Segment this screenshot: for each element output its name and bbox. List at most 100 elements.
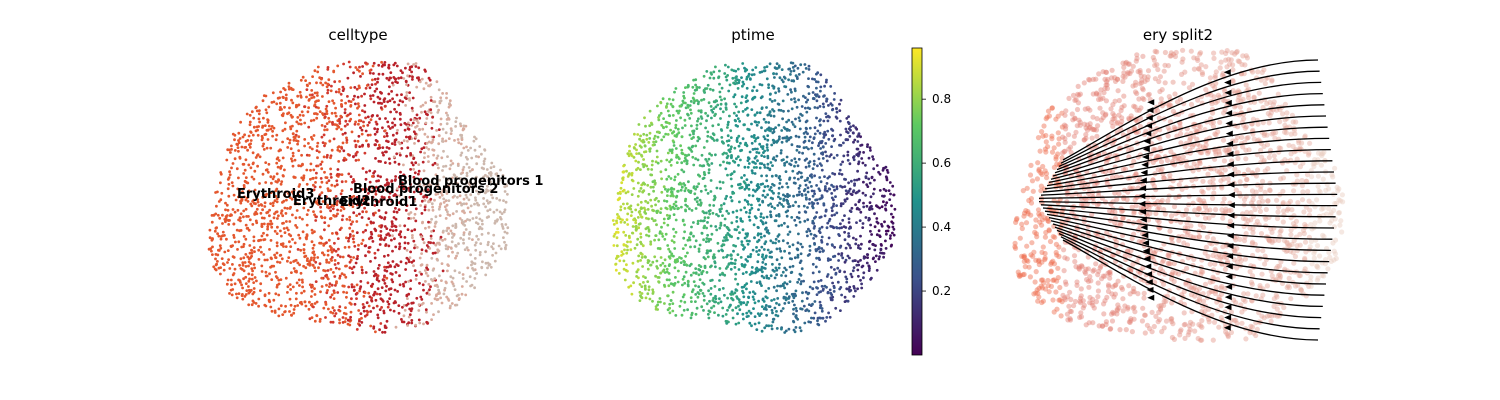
celltype-point (473, 148, 477, 152)
celltype-point (348, 260, 352, 264)
ptime-point (749, 253, 753, 256)
celltype-point (457, 298, 461, 301)
celltype-point (491, 196, 495, 200)
celltype-point (209, 247, 213, 251)
ptime-point (626, 240, 629, 244)
celltype-point (339, 92, 343, 96)
ptime-point (756, 136, 760, 140)
celltype-point (264, 168, 268, 172)
ptime-point (858, 219, 862, 223)
ptime-point (791, 61, 795, 65)
ptime-point (713, 196, 717, 199)
ptime-point (760, 274, 764, 278)
ptime-point (688, 133, 692, 137)
ptime-point (741, 62, 745, 65)
celltype-point (411, 234, 414, 237)
celltype-point (291, 101, 295, 105)
ptime-point (651, 299, 654, 303)
celltype-point (308, 146, 312, 149)
celltype-point (318, 110, 322, 113)
ptime-point (668, 97, 671, 101)
ptime-point (665, 267, 669, 271)
ptime-point (630, 210, 634, 214)
celltype-point (405, 94, 408, 97)
ptime-point (778, 175, 782, 178)
celltype-point (365, 223, 369, 227)
celltype-point (288, 106, 291, 110)
ptime-point (651, 185, 655, 189)
ptime-point (635, 152, 638, 156)
celltype-point (301, 280, 304, 284)
ptime-point (778, 201, 781, 205)
celltype-point (308, 317, 312, 321)
ptime-point (648, 137, 652, 140)
ptime-point (649, 198, 653, 202)
ptime-point (672, 254, 675, 258)
ptime-point (714, 297, 718, 301)
ptime-point (681, 152, 685, 156)
ptime-point (678, 104, 682, 108)
ptime-point (647, 141, 651, 144)
celltype-point (451, 176, 454, 180)
ptime-point (754, 155, 758, 158)
ptime-point (868, 239, 872, 243)
celltype-point (284, 304, 287, 308)
ptime-point (885, 168, 889, 172)
celltype-point (333, 309, 336, 312)
celltype-point (481, 260, 484, 264)
celltype-point (321, 112, 324, 115)
celltype-point (239, 281, 242, 284)
celltype-point (235, 167, 239, 171)
celltype-point (431, 115, 434, 119)
celltype-point (227, 258, 231, 261)
ptime-point (706, 130, 710, 134)
panel-ptime: ptime 0.20.40.60.8 (611, 26, 951, 356)
celltype-point (297, 185, 301, 188)
ptime-point (809, 304, 813, 307)
celltype-point (287, 256, 291, 259)
celltype-point (314, 112, 318, 115)
celltype-point (310, 96, 314, 100)
ptime-point (802, 146, 806, 150)
ptime-point (795, 148, 799, 152)
ptime-point (719, 187, 722, 190)
ptime-point (620, 181, 624, 185)
ptime-point (780, 327, 783, 331)
ptime-point (826, 291, 830, 295)
celltype-point (485, 199, 489, 203)
celltype-point (426, 188, 430, 192)
celltype-point (311, 285, 314, 288)
ptime-point (835, 187, 839, 191)
celltype-point (439, 122, 443, 126)
celltype-point (393, 107, 396, 111)
ptime-point (764, 195, 767, 199)
celltype-point (295, 202, 299, 206)
ptime-point (826, 119, 830, 123)
celltype-point (262, 142, 265, 146)
ptime-point (857, 200, 861, 204)
celltype-point (357, 134, 361, 138)
celltype-point (223, 250, 227, 254)
ptime-point (699, 265, 703, 268)
ptime-point (760, 126, 763, 130)
ptime-point (807, 147, 810, 151)
ptime-point (637, 152, 641, 155)
ptime-point (813, 132, 817, 136)
ptime-point (638, 137, 641, 141)
celltype-point (338, 274, 342, 278)
celltype-point (452, 232, 456, 236)
celltype-point (326, 88, 330, 92)
celltype-point (233, 282, 237, 286)
celltype-point (420, 77, 424, 81)
celltype-point (391, 222, 394, 226)
celltype-point (389, 71, 393, 74)
celltype-point (441, 92, 444, 95)
ptime-point (749, 78, 752, 81)
celltype-point (447, 184, 451, 187)
celltype-point (327, 238, 331, 242)
celltype-point (247, 163, 251, 167)
ptime-point (718, 226, 722, 230)
ptime-point (646, 208, 650, 211)
ptime-point (674, 200, 678, 204)
ptime-point (779, 149, 783, 152)
